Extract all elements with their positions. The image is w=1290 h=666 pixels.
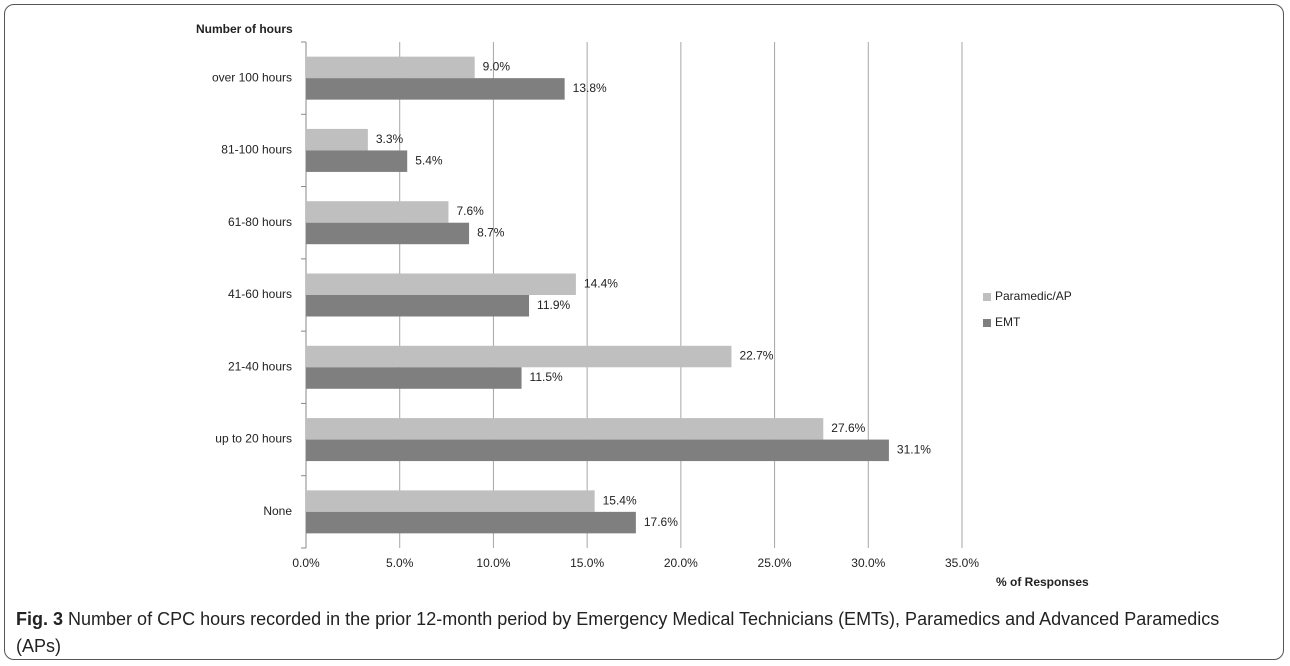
y-tick-label: 81-100 hours [221, 143, 292, 157]
y-tick-label: 41-60 hours [228, 287, 292, 301]
bar [306, 201, 449, 223]
value-label: 27.6% [831, 421, 865, 435]
value-label: 11.5% [530, 370, 563, 384]
bar [306, 273, 576, 295]
legend-swatch [983, 319, 991, 327]
bar [306, 150, 408, 172]
y-tick-label: up to 20 hours [215, 432, 292, 446]
y-tick-label: over 100 hours [212, 70, 292, 84]
y-tick-label: 61-80 hours [228, 215, 292, 229]
figure-frame [4, 4, 1284, 660]
value-label: 15.4% [603, 493, 637, 507]
value-label: 3.3% [376, 132, 404, 146]
chart: Number of hours % of Responses 0.0% 5.0% 1… [196, 22, 1089, 589]
x-tick-label: 25.0% [758, 556, 792, 570]
value-label: 31.1% [897, 442, 931, 456]
caption-text: Number of CPC hours recorded in the prio… [16, 609, 1220, 656]
bar [306, 295, 530, 317]
value-label: 11.9% [537, 298, 570, 312]
bar [306, 490, 595, 512]
bar [306, 439, 889, 462]
value-label: 22.7% [739, 349, 773, 363]
x-tick-label: 35.0% [945, 556, 979, 570]
legend-label: Paramedic/AP [995, 289, 1072, 303]
bar [306, 56, 475, 79]
legend-swatch [983, 293, 991, 301]
bar [306, 418, 824, 440]
x-tick-label: 15.0% [570, 556, 604, 570]
x-tick-label: 0.0% [292, 556, 320, 570]
bar [306, 128, 368, 151]
value-label: 7.6% [456, 204, 484, 218]
bar [306, 345, 732, 368]
y-tick-label: 21-40 hours [228, 359, 292, 373]
legend-label: EMT [995, 315, 1021, 329]
x-tick-label: 5.0% [386, 556, 414, 570]
x-tick-label: 30.0% [851, 556, 885, 570]
value-label: 13.8% [573, 81, 607, 95]
y-tick-label: None [263, 504, 292, 518]
bar [306, 367, 522, 389]
value-label: 8.7% [477, 226, 505, 240]
value-label: 5.4% [415, 153, 443, 167]
bar [306, 78, 565, 100]
value-label: 9.0% [483, 60, 511, 74]
x-tick-label: 20.0% [664, 556, 698, 570]
caption: Fig. 3 Number of CPC hours recorded in t… [16, 606, 1266, 660]
bar [306, 511, 636, 534]
x-tick-label: 10.0% [476, 556, 510, 570]
x-axis-title: % of Responses [996, 575, 1089, 589]
y-axis-title: Number of hours [196, 22, 293, 36]
caption-label: Fig. 3 [16, 609, 64, 629]
value-label: 17.6% [644, 515, 678, 529]
value-label: 14.4% [584, 276, 618, 290]
bar [306, 222, 470, 245]
